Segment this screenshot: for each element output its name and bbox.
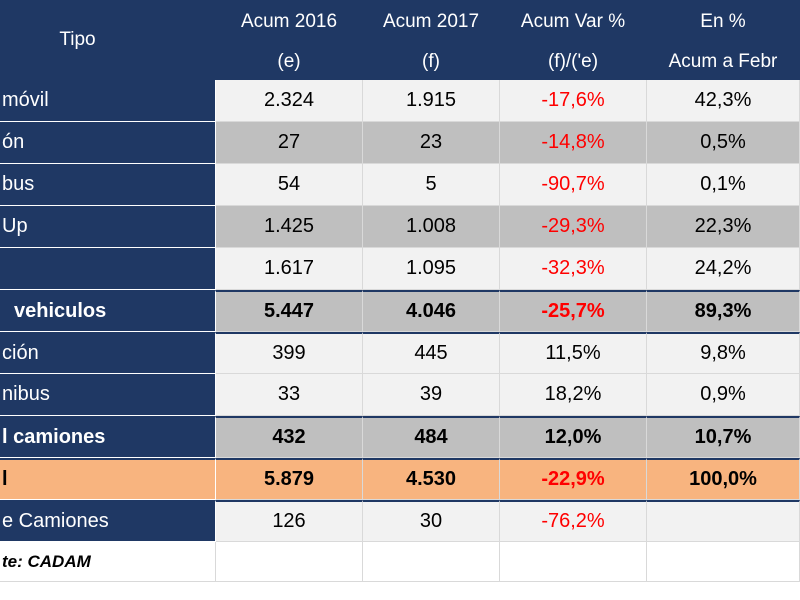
row-label: e Camiones xyxy=(0,500,216,542)
cell: 5 xyxy=(363,164,500,206)
row-label: Up xyxy=(0,206,216,248)
cell: -17,6% xyxy=(500,80,647,122)
cell: 54 xyxy=(216,164,363,206)
cell: 4.530 xyxy=(363,458,500,500)
header-cell: En % xyxy=(647,0,800,45)
header-cell: Acum 2016 xyxy=(216,0,363,45)
cell xyxy=(216,542,363,582)
cell: 2.324 xyxy=(216,80,363,122)
cell: 22,3% xyxy=(647,206,800,248)
cell: -29,3% xyxy=(500,206,647,248)
row-label: ción xyxy=(0,332,216,374)
cell: 399 xyxy=(216,332,363,374)
cell: 5.447 xyxy=(216,290,363,332)
cell: 484 xyxy=(363,416,500,458)
cell: 23 xyxy=(363,122,500,164)
header-cell: (f) xyxy=(363,45,500,80)
cell: 89,3% xyxy=(647,290,800,332)
cell: -22,9% xyxy=(500,458,647,500)
cell: 0,5% xyxy=(647,122,800,164)
cell: 18,2% xyxy=(500,374,647,416)
cell: 432 xyxy=(216,416,363,458)
row-label: te: CADAM xyxy=(0,542,216,582)
header-cell: (e) xyxy=(216,45,363,80)
cell xyxy=(500,542,647,582)
cell: 5.879 xyxy=(216,458,363,500)
row-label: móvil xyxy=(0,80,216,122)
cell: -25,7% xyxy=(500,290,647,332)
cell: 0,1% xyxy=(647,164,800,206)
row-label: l camiones xyxy=(0,416,216,458)
row-label: l xyxy=(0,458,216,500)
cell: 100,0% xyxy=(647,458,800,500)
header-cell: Tipo xyxy=(0,0,216,80)
header-cell: Acum Var % xyxy=(500,0,647,45)
cell: 126 xyxy=(216,500,363,542)
row-label xyxy=(0,248,216,290)
cell: -90,7% xyxy=(500,164,647,206)
header-cell: Acum a Febr xyxy=(647,45,800,80)
cell: 1.095 xyxy=(363,248,500,290)
cell: 0,9% xyxy=(647,374,800,416)
cell: 1.915 xyxy=(363,80,500,122)
header-cell: Acum 2017 xyxy=(363,0,500,45)
cell: -32,3% xyxy=(500,248,647,290)
cell xyxy=(647,542,800,582)
cell xyxy=(647,500,800,542)
row-label: vehiculos xyxy=(0,290,216,332)
cell: 11,5% xyxy=(500,332,647,374)
cell xyxy=(363,542,500,582)
cell: 27 xyxy=(216,122,363,164)
row-label: nibus xyxy=(0,374,216,416)
cell: 4.046 xyxy=(363,290,500,332)
cell: 9,8% xyxy=(647,332,800,374)
cell: 1.425 xyxy=(216,206,363,248)
cell: 24,2% xyxy=(647,248,800,290)
row-label: bus xyxy=(0,164,216,206)
cell: 30 xyxy=(363,500,500,542)
cell: 1.008 xyxy=(363,206,500,248)
cell: 10,7% xyxy=(647,416,800,458)
cell: 39 xyxy=(363,374,500,416)
cell: 42,3% xyxy=(647,80,800,122)
cell: -14,8% xyxy=(500,122,647,164)
cell: -76,2% xyxy=(500,500,647,542)
header-cell: (f)/('e) xyxy=(500,45,647,80)
cell: 1.617 xyxy=(216,248,363,290)
row-label: ón xyxy=(0,122,216,164)
cell: 12,0% xyxy=(500,416,647,458)
cell: 445 xyxy=(363,332,500,374)
cell: 33 xyxy=(216,374,363,416)
